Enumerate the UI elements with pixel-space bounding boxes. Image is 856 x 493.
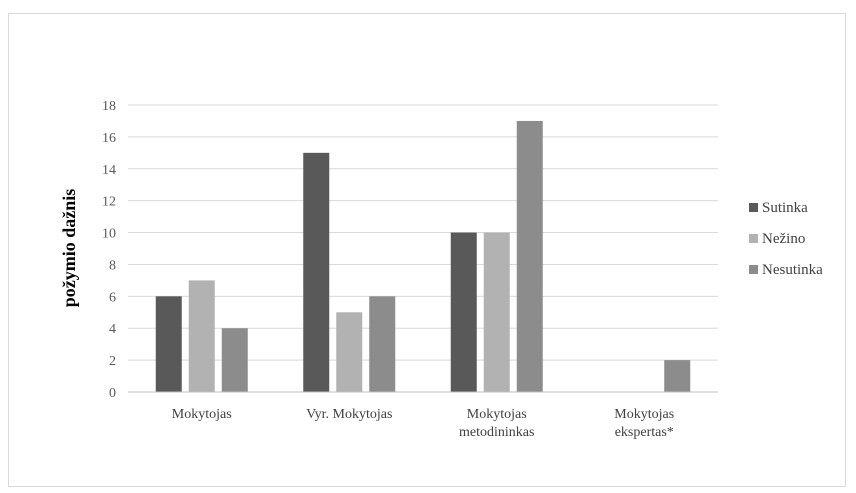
x-category-label: metodininkas (459, 425, 534, 440)
legend-swatch (749, 203, 758, 212)
y-tick-label: 14 (102, 163, 116, 178)
bar (664, 360, 691, 392)
bar (450, 232, 477, 392)
bar (155, 296, 182, 392)
x-category-label: ekspertas* (615, 425, 674, 440)
bars (155, 120, 691, 392)
y-tick-label: 10 (102, 227, 116, 242)
gridlines (128, 104, 718, 361)
x-category-label: Mokytojas (467, 407, 527, 422)
bar (483, 232, 510, 392)
legend-swatch (749, 234, 758, 243)
bar (221, 328, 248, 392)
legend-label: Nesutinka (762, 262, 823, 278)
y-tick-label: 16 (102, 131, 116, 146)
y-tick-label: 4 (109, 322, 116, 337)
y-tick-label: 8 (109, 258, 116, 273)
chart-frame (8, 13, 846, 487)
x-axis-categories: Mokytojas Vyr. Mokytojas Mokytojas metodini… (172, 407, 674, 440)
y-axis-label: požymio dažnis (59, 189, 79, 308)
y-tick-label: 0 (109, 386, 116, 401)
y-tick-label: 12 (102, 195, 116, 210)
y-tick-label: 6 (109, 290, 116, 305)
y-tick-label: 2 (109, 354, 116, 369)
legend: Sutinka Nežino Nesutinka (749, 200, 823, 278)
bar (369, 296, 396, 392)
legend-label: Nežino (762, 231, 805, 247)
bar (303, 152, 330, 392)
y-tick-label: 18 (102, 99, 116, 114)
x-category-label: Mokytojas (614, 407, 674, 422)
legend-swatch (749, 265, 758, 274)
bar (516, 120, 543, 392)
x-category-label: Vyr. Mokytojas (306, 407, 392, 422)
bar (188, 280, 215, 392)
x-category-label: Mokytojas (172, 407, 232, 422)
y-axis-ticks: 0 2 4 6 8 10 12 14 16 18 (102, 99, 116, 401)
legend-label: Sutinka (762, 200, 808, 216)
bar (336, 312, 363, 392)
